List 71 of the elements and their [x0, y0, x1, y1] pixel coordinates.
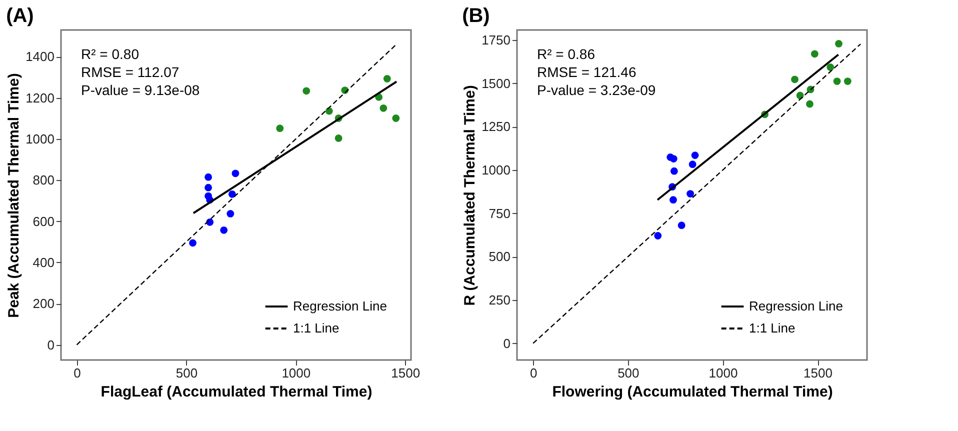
legend-label: 1:1 Line	[293, 320, 340, 336]
point	[228, 190, 236, 198]
y-tick-label: 600	[32, 214, 54, 229]
y-tick-label: 500	[488, 249, 510, 264]
x-tick-label: 1500	[391, 366, 420, 380]
point	[334, 134, 342, 142]
point	[688, 160, 696, 168]
point	[806, 100, 814, 108]
legend-label: 1:1 Line	[749, 320, 796, 336]
y-tick-label: 800	[32, 172, 54, 188]
y-axis-title: Peak (Accumulated Thermal Time)	[6, 73, 23, 318]
y-tick-label: 1250	[482, 119, 510, 134]
annotation: RMSE = 121.46	[537, 64, 636, 80]
annotation: R² = 0.80	[81, 46, 140, 62]
x-axis-title: FlagLeaf (Accumulated Thermal Time)	[100, 384, 372, 400]
point	[670, 196, 677, 204]
x-tick-label: 500	[176, 366, 198, 380]
y-tick-label: 1000	[26, 132, 54, 147]
y-tick-label: 250	[488, 292, 510, 308]
y-tick-label: 1400	[26, 49, 54, 64]
y-axis-title: R (Accumulated Thermal Time)	[462, 85, 479, 306]
legend-label: Regression Line	[749, 298, 843, 314]
point	[796, 92, 804, 100]
annotation: P-value = 3.23e-09	[537, 82, 656, 98]
legend-label: Regression Line	[293, 298, 387, 314]
point	[810, 50, 818, 58]
y-tick-label: 0	[47, 337, 54, 352]
y-tick-label: 1000	[482, 162, 510, 178]
point	[220, 226, 228, 234]
x-tick-label: 1000	[708, 366, 738, 380]
x-tick-label: 0	[74, 366, 81, 380]
y-tick-label: 750	[488, 206, 510, 221]
point	[691, 152, 699, 160]
point	[791, 76, 798, 84]
annotation: RMSE = 112.07	[81, 64, 180, 80]
point	[833, 78, 841, 86]
annotation: R² = 0.86	[537, 46, 596, 62]
y-tick-label: 400	[32, 254, 54, 270]
y-tick-label: 0	[503, 336, 510, 351]
point	[206, 218, 214, 226]
chart-title: (B)	[462, 5, 490, 27]
point	[826, 64, 834, 71]
y-tick-label: 1200	[26, 90, 54, 106]
point	[654, 232, 662, 240]
point	[276, 124, 284, 132]
point	[835, 40, 842, 48]
point	[232, 170, 240, 178]
annotation: P-value = 9.13e-08	[81, 82, 200, 98]
x-tick-label: 0	[530, 366, 538, 380]
point	[302, 87, 310, 95]
x-tick-label: 1000	[282, 366, 311, 380]
point	[204, 184, 212, 192]
x-tick-label: 500	[618, 366, 640, 380]
point	[226, 210, 234, 218]
point	[670, 167, 678, 175]
chart-title: (A)	[6, 5, 34, 27]
point	[383, 75, 391, 82]
point	[204, 173, 212, 181]
point	[678, 222, 686, 230]
y-tick-label: 200	[32, 296, 54, 312]
point	[686, 190, 694, 198]
point	[392, 114, 400, 122]
point	[189, 239, 196, 247]
point	[670, 155, 678, 162]
y-tick-label: 1500	[482, 76, 510, 91]
x-axis-title: Flowering (Accumulated Thermal Time)	[552, 384, 833, 400]
x-tick-label: 1500	[804, 366, 832, 380]
point	[325, 107, 333, 115]
point	[844, 78, 852, 86]
point	[380, 104, 388, 112]
y-tick-label: 1750	[482, 32, 510, 48]
